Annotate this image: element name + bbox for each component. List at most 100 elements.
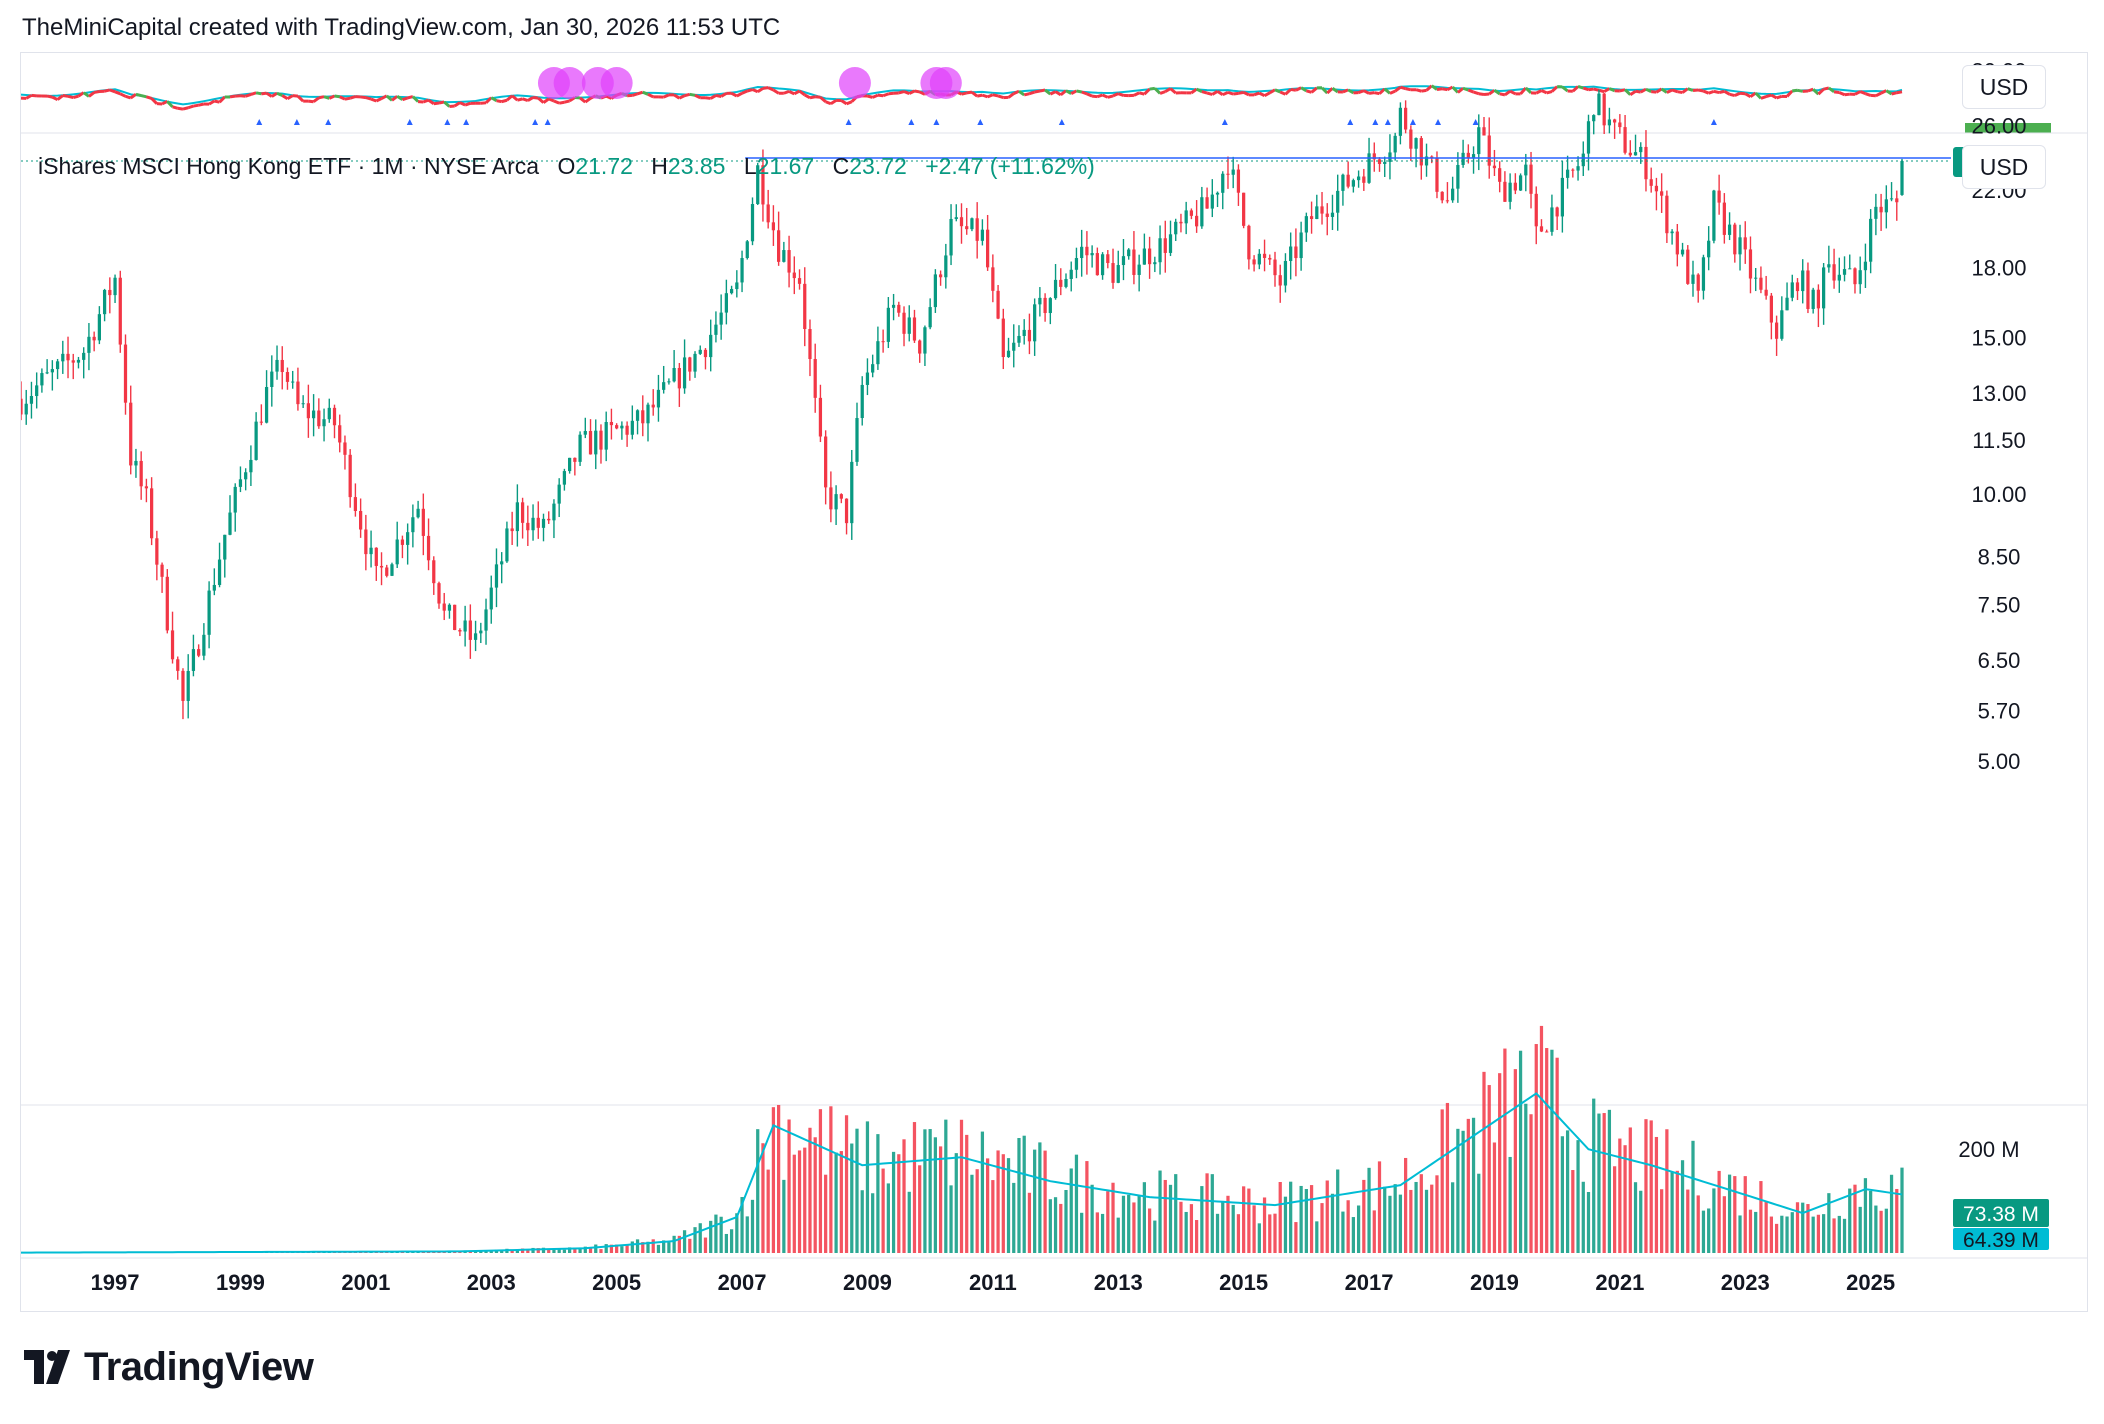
oscillator-momentum-segment — [1561, 85, 1569, 93]
oscillator-momentum-segment — [751, 88, 759, 94]
volume-bar — [1576, 1140, 1580, 1253]
candle-body — [965, 226, 969, 230]
candle-body — [1644, 146, 1648, 180]
candle-body — [635, 410, 640, 421]
oscillator-momentum-segment — [177, 106, 184, 111]
candle-body — [45, 372, 49, 374]
time-tick-label: 2023 — [1721, 1270, 1770, 1295]
oscillator-momentum-segment — [1713, 89, 1720, 95]
oscillator-momentum-segment — [1629, 89, 1637, 96]
volume-bar — [620, 1246, 624, 1253]
oscillator-momentum-segment — [25, 94, 33, 100]
oscillator-momentum-segment — [1677, 90, 1683, 94]
candle-body — [1649, 179, 1653, 186]
volume-bar — [1555, 1057, 1559, 1253]
low-label: L — [743, 153, 757, 179]
oscillator-momentum-segment — [1269, 88, 1276, 95]
oscillator-momentum-segment — [1101, 93, 1109, 99]
candle-body — [1451, 188, 1455, 201]
volume-bar — [1252, 1205, 1256, 1253]
candle-body — [918, 340, 922, 354]
currency-button[interactable]: USD — [1962, 145, 2046, 189]
oscillator-momentum-segment — [193, 103, 199, 108]
candle-body — [928, 307, 932, 328]
attribution-text: TheMiniCapital created with TradingView.… — [22, 14, 781, 41]
candle-body — [21, 398, 23, 415]
candle-body — [144, 486, 149, 489]
volume-bar — [1628, 1127, 1632, 1253]
oscillator-momentum-segment — [1096, 93, 1104, 99]
oscillator-momentum-segment — [1467, 88, 1475, 94]
oscillator-momentum-segment — [229, 94, 236, 99]
volume-bar — [1738, 1215, 1742, 1253]
candle-body — [1822, 267, 1826, 309]
candle-body — [1816, 289, 1821, 309]
price-tick-label: 7.50 — [1978, 593, 2021, 618]
oscillator-momentum-segment — [1488, 89, 1496, 96]
candle-body — [453, 604, 457, 631]
candle-body — [35, 385, 39, 397]
volume-bar — [1764, 1201, 1768, 1253]
oscillator-momentum-segment — [746, 88, 753, 93]
volume-bar — [1362, 1179, 1366, 1253]
oscillator-momentum-segment — [605, 94, 613, 100]
candle-body — [1633, 152, 1638, 156]
volume-bar — [416, 1252, 420, 1253]
candle-body — [756, 165, 760, 205]
candle-body — [599, 430, 603, 450]
oscillator-momentum-segment — [830, 99, 837, 105]
oscillator-momentum-segment — [490, 96, 498, 102]
oscillator-momentum-segment — [966, 90, 973, 95]
oscillator-momentum-segment — [1697, 88, 1704, 93]
candle-body — [82, 352, 86, 360]
candle-body — [1179, 221, 1183, 224]
time-axis: 1997 1999 2001 2003 2005 2007 2009 2011 2013 2015… — [91, 1270, 1896, 1295]
oscillator-momentum-segment — [56, 94, 64, 101]
oscillator-signal-line — [21, 85, 1903, 106]
oscillator-momentum-segment — [1070, 89, 1078, 95]
oscillator-momentum-segment — [1195, 87, 1203, 93]
oscillator-momentum-segment — [1363, 89, 1370, 95]
candle-body — [677, 367, 681, 389]
currency-button[interactable]: USD — [1962, 65, 2046, 109]
volume-bar — [1492, 1142, 1497, 1253]
price-tick-label: 5.00 — [1978, 749, 2021, 774]
oscillator-momentum-segment — [1473, 90, 1480, 96]
candle-body — [191, 649, 196, 671]
volume-ma-line — [21, 1092, 1903, 1254]
volume-bar — [891, 1151, 896, 1253]
candle-body — [1273, 259, 1277, 276]
volume-bar — [1325, 1180, 1329, 1253]
oscillator-momentum-segment — [584, 97, 592, 104]
candle-body — [1879, 206, 1883, 213]
tradingview-logo[interactable]: TradingView — [24, 1344, 314, 1390]
volume-value-label: 73.38 M — [1963, 1203, 2039, 1226]
volume-bar — [1404, 1157, 1408, 1253]
volume-bar — [557, 1248, 561, 1253]
candle-body — [907, 317, 911, 334]
candle-body — [1372, 153, 1376, 160]
volume-bar — [1195, 1220, 1199, 1253]
volume-bar — [1649, 1120, 1653, 1253]
oscillator-momentum-segment — [1509, 89, 1517, 96]
candle-body — [1492, 165, 1497, 169]
oscillator-momentum-segment — [72, 94, 79, 100]
candle-body — [238, 479, 243, 487]
chart-canvas[interactable]: 200 M 73.38 M 64.39 M 1997 1999 2001 2003 2005… — [21, 53, 2087, 1311]
oscillator-momentum-segment — [1493, 89, 1501, 96]
candle-body — [1743, 237, 1747, 250]
candle-body — [1351, 180, 1355, 187]
candle-body — [1090, 253, 1094, 256]
volume-bar — [1299, 1185, 1303, 1253]
oscillator-momentum-segment — [1430, 84, 1438, 91]
oscillator-momentum-segment — [1859, 90, 1866, 96]
price-tick-label: 6.50 — [1978, 648, 2021, 673]
candle-body — [76, 359, 81, 363]
candle-body — [886, 307, 890, 342]
oscillator-momentum-segment — [715, 93, 722, 98]
volume-bar — [1806, 1204, 1810, 1253]
candle-body — [484, 609, 488, 631]
candle-body — [1304, 216, 1308, 233]
volume-bar — [1477, 1173, 1481, 1253]
oscillator-momentum-segment — [1681, 87, 1689, 94]
